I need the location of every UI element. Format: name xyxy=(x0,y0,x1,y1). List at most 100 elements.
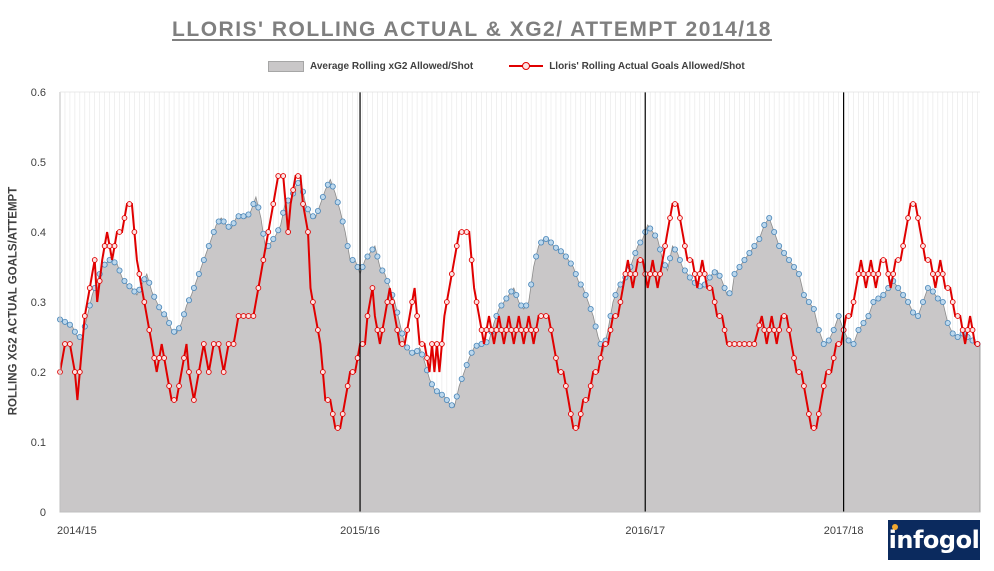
line-point xyxy=(458,229,465,235)
area-point xyxy=(726,290,733,297)
line-point xyxy=(498,327,505,333)
area-point xyxy=(721,284,728,291)
line-point xyxy=(582,397,589,403)
line-point xyxy=(647,271,654,277)
area-point xyxy=(557,248,564,255)
area-point xyxy=(676,256,683,263)
line-point xyxy=(736,341,743,347)
legend-label-line: Lloris' Rolling Actual Goals Allowed/Sho… xyxy=(549,60,745,72)
line-point xyxy=(389,299,396,305)
area-point xyxy=(205,242,212,249)
area-point xyxy=(334,199,341,206)
line-point xyxy=(944,285,951,291)
line-point xyxy=(443,299,450,305)
legend-label-area: Average Rolling xG2 Allowed/Shot xyxy=(310,60,474,72)
line-point xyxy=(364,313,371,319)
area-point xyxy=(587,305,594,312)
area-point xyxy=(657,246,664,253)
line-point xyxy=(151,355,158,361)
line-point xyxy=(652,271,658,277)
line-point xyxy=(290,187,296,193)
area-point xyxy=(582,291,589,298)
legend-item-area: Average Rolling xG2 Allowed/Shot xyxy=(268,60,474,72)
line-point xyxy=(964,327,971,333)
line-point xyxy=(622,271,629,277)
line-point xyxy=(91,257,98,263)
line-point xyxy=(895,257,902,263)
line-point xyxy=(176,383,182,389)
area-point xyxy=(428,381,435,388)
area-point xyxy=(830,326,837,333)
infogol-logo: infogol xyxy=(888,520,980,560)
line-point xyxy=(300,201,306,207)
area-point xyxy=(384,277,391,284)
area-point xyxy=(404,344,411,351)
line-point xyxy=(359,341,366,347)
line-point xyxy=(930,271,936,277)
area-point xyxy=(800,291,807,298)
line-point xyxy=(101,243,108,249)
line-point xyxy=(786,327,792,333)
area-point xyxy=(860,319,867,326)
line-point xyxy=(572,425,579,431)
area-point xyxy=(324,181,331,188)
area-point xyxy=(458,375,465,382)
line-point xyxy=(820,383,827,389)
line-point xyxy=(503,327,510,333)
area-point xyxy=(270,235,277,242)
line-point xyxy=(954,313,961,319)
line-point xyxy=(439,341,445,347)
line-point xyxy=(141,299,148,305)
line-point xyxy=(969,327,976,333)
area-point xyxy=(364,253,371,260)
legend-swatch-area xyxy=(268,60,304,72)
area-point xyxy=(865,312,872,319)
area-point xyxy=(453,393,460,400)
line-point xyxy=(905,215,911,221)
line-point xyxy=(72,369,78,375)
line-point xyxy=(270,201,277,207)
area-point xyxy=(815,326,822,333)
area-point xyxy=(895,284,902,291)
area-point xyxy=(146,279,153,286)
line-point xyxy=(106,243,113,249)
area-point xyxy=(929,288,936,295)
area-point xyxy=(443,396,450,403)
line-point xyxy=(538,313,544,319)
line-point xyxy=(602,341,609,347)
line-point xyxy=(934,271,941,277)
line-point xyxy=(62,341,68,347)
line-point xyxy=(920,243,926,249)
y-tick-label: 0.3 xyxy=(31,297,46,309)
area-point xyxy=(954,333,961,340)
area-point xyxy=(547,239,554,246)
line-point xyxy=(825,369,832,375)
line-point xyxy=(384,299,391,305)
line-point xyxy=(974,341,981,347)
area-point xyxy=(329,183,336,190)
area-point xyxy=(309,213,316,220)
area-point xyxy=(791,263,798,270)
line-point xyxy=(885,271,892,277)
line-point xyxy=(796,369,802,375)
line-point xyxy=(344,383,351,389)
line-point xyxy=(215,341,222,347)
line-point xyxy=(518,327,525,333)
area-point xyxy=(805,298,812,305)
season-label: 2016/17 xyxy=(625,525,665,537)
area-point xyxy=(776,242,783,249)
line-point xyxy=(830,355,837,361)
area-point xyxy=(741,256,748,263)
line-point xyxy=(637,257,644,263)
area-point xyxy=(230,220,237,227)
line-point xyxy=(761,327,768,333)
area-point xyxy=(810,305,817,312)
area-point xyxy=(771,228,778,235)
area-point xyxy=(359,263,366,270)
area-point xyxy=(567,260,574,267)
axes: 0 0.1 0.2 0.3 0.4 0.5 0.6 2014/15 2015/16 2016/17… xyxy=(31,87,980,537)
logo-dot-icon xyxy=(892,524,898,530)
area-point xyxy=(662,262,669,269)
line-point xyxy=(553,355,559,361)
line-point xyxy=(801,383,807,389)
